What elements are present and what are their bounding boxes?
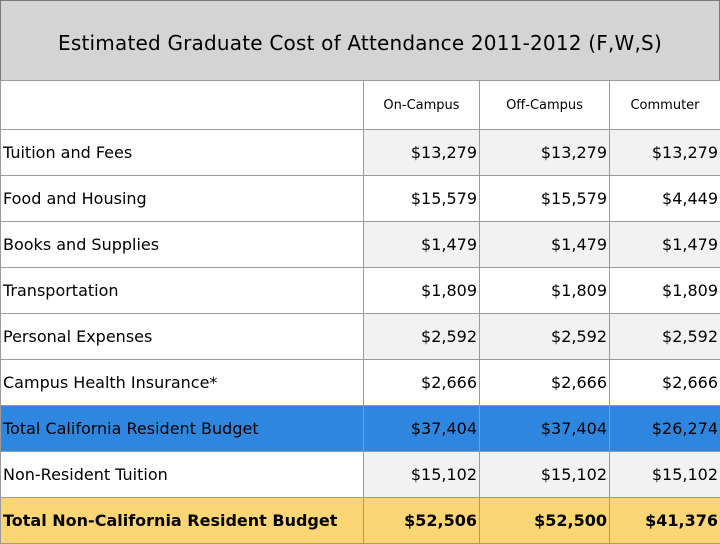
column-header-off-campus: Off-Campus <box>480 81 610 130</box>
cell-off-campus: $1,809 <box>480 268 610 314</box>
row-label: Food and Housing <box>1 176 364 222</box>
table-row-health-insurance: Campus Health Insurance* $2,666 $2,666 $… <box>1 360 720 406</box>
title-banner: Estimated Graduate Cost of Attendance 20… <box>0 0 720 81</box>
cell-on-campus: $2,666 <box>364 360 480 406</box>
cell-off-campus: $15,579 <box>480 176 610 222</box>
cell-commuter: $2,592 <box>610 314 720 360</box>
cell-on-campus: $37,404 <box>364 406 480 452</box>
cell-on-campus: $52,506 <box>364 498 480 544</box>
cell-off-campus: $52,500 <box>480 498 610 544</box>
cell-off-campus: $37,404 <box>480 406 610 452</box>
cell-commuter: $2,666 <box>610 360 720 406</box>
cost-table: On-Campus Off-Campus Commuter Tuition an… <box>0 80 720 544</box>
table-row-books-supplies: Books and Supplies $1,479 $1,479 $1,479 <box>1 222 720 268</box>
cell-on-campus: $2,592 <box>364 314 480 360</box>
cell-on-campus: $1,809 <box>364 268 480 314</box>
row-label: Transportation <box>1 268 364 314</box>
cell-off-campus: $13,279 <box>480 130 610 176</box>
cell-commuter: $13,279 <box>610 130 720 176</box>
cell-on-campus: $15,579 <box>364 176 480 222</box>
page-title: Estimated Graduate Cost of Attendance 20… <box>1 31 719 55</box>
row-label: Books and Supplies <box>1 222 364 268</box>
column-header-on-campus: On-Campus <box>364 81 480 130</box>
row-label: Non-Resident Tuition <box>1 452 364 498</box>
table-row-total-non-california: Total Non-California Resident Budget $52… <box>1 498 720 544</box>
row-label: Tuition and Fees <box>1 130 364 176</box>
cell-commuter: $1,809 <box>610 268 720 314</box>
column-header-commuter: Commuter <box>610 81 720 130</box>
cell-commuter: $1,479 <box>610 222 720 268</box>
cell-off-campus: $2,592 <box>480 314 610 360</box>
cell-on-campus: $15,102 <box>364 452 480 498</box>
row-label: Total Non-California Resident Budget <box>1 498 364 544</box>
row-label: Campus Health Insurance* <box>1 360 364 406</box>
row-label: Personal Expenses <box>1 314 364 360</box>
cell-off-campus: $2,666 <box>480 360 610 406</box>
cell-commuter: $15,102 <box>610 452 720 498</box>
cell-on-campus: $13,279 <box>364 130 480 176</box>
cell-on-campus: $1,479 <box>364 222 480 268</box>
header-blank-cell <box>1 81 364 130</box>
table-row-transportation: Transportation $1,809 $1,809 $1,809 <box>1 268 720 314</box>
table-row-food-housing: Food and Housing $15,579 $15,579 $4,449 <box>1 176 720 222</box>
header-row: On-Campus Off-Campus Commuter <box>1 81 720 130</box>
cell-commuter: $41,376 <box>610 498 720 544</box>
row-label: Total California Resident Budget <box>1 406 364 452</box>
table-row-non-resident-tuition: Non-Resident Tuition $15,102 $15,102 $15… <box>1 452 720 498</box>
table-row-personal-expenses: Personal Expenses $2,592 $2,592 $2,592 <box>1 314 720 360</box>
table-row-total-california: Total California Resident Budget $37,404… <box>1 406 720 452</box>
cell-commuter: $4,449 <box>610 176 720 222</box>
cell-commuter: $26,274 <box>610 406 720 452</box>
table-row-tuition-fees: Tuition and Fees $13,279 $13,279 $13,279 <box>1 130 720 176</box>
cell-off-campus: $15,102 <box>480 452 610 498</box>
cell-off-campus: $1,479 <box>480 222 610 268</box>
